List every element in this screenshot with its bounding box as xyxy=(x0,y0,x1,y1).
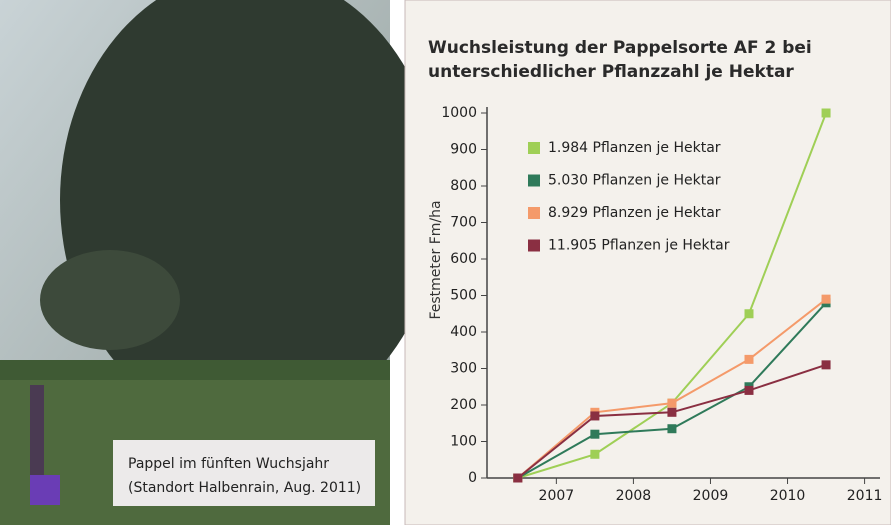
data-point xyxy=(590,430,599,439)
y-tick-label: 1000 xyxy=(441,105,477,121)
y-tick-label: 100 xyxy=(450,434,477,450)
y-tick-label: 500 xyxy=(450,288,477,304)
data-point xyxy=(590,411,599,420)
page: Pappel im fünften Wuchsjahr (Standort Ha… xyxy=(0,0,891,525)
y-tick-label: 400 xyxy=(450,324,477,340)
legend-label: 11.905 Pflanzen je Hektar xyxy=(548,238,730,254)
y-tick-label: 800 xyxy=(450,178,477,194)
data-point xyxy=(667,408,676,417)
chart-title: unterschiedlicher Pflanzzahl je Hektar xyxy=(428,62,794,82)
x-tick-label: 2011 xyxy=(847,488,883,504)
data-point xyxy=(745,309,754,318)
y-tick-label: 0 xyxy=(468,470,477,486)
data-point xyxy=(667,399,676,408)
photo-caption: Pappel im fünften Wuchsjahr xyxy=(128,456,329,472)
data-point xyxy=(745,355,754,364)
data-point xyxy=(513,474,522,483)
legend-swatch xyxy=(528,175,540,187)
y-tick-label: 200 xyxy=(450,397,477,413)
y-tick-label: 300 xyxy=(450,361,477,377)
data-point xyxy=(745,386,754,395)
y-tick-label: 700 xyxy=(450,215,477,231)
data-point xyxy=(667,424,676,433)
legend-label: 8.929 Pflanzen je Hektar xyxy=(548,205,721,221)
legend-swatch xyxy=(528,142,540,154)
photo-caption: (Standort Halbenrain, Aug. 2011) xyxy=(128,480,361,496)
legend-swatch xyxy=(528,207,540,219)
photo: Pappel im fünften Wuchsjahr (Standort Ha… xyxy=(0,0,440,525)
x-tick-label: 2008 xyxy=(616,488,652,504)
data-point xyxy=(822,360,831,369)
y-tick-label: 900 xyxy=(450,142,477,158)
x-tick-label: 2010 xyxy=(770,488,806,504)
y-tick-label: 600 xyxy=(450,251,477,267)
x-tick-label: 2007 xyxy=(539,488,575,504)
caption-box xyxy=(113,440,375,506)
data-point xyxy=(822,109,831,118)
x-tick-label: 2009 xyxy=(693,488,729,504)
chart-title: Wuchsleistung der Pappelsorte AF 2 bei xyxy=(428,38,812,58)
legend-label: 5.030 Pflanzen je Hektar xyxy=(548,173,721,189)
data-point xyxy=(822,295,831,304)
data-point xyxy=(590,450,599,459)
y-axis-label: Festmeter Fm/ha xyxy=(428,200,444,319)
legend-label: 1.984 Pflanzen je Hektar xyxy=(548,140,721,156)
legend-swatch xyxy=(528,240,540,252)
